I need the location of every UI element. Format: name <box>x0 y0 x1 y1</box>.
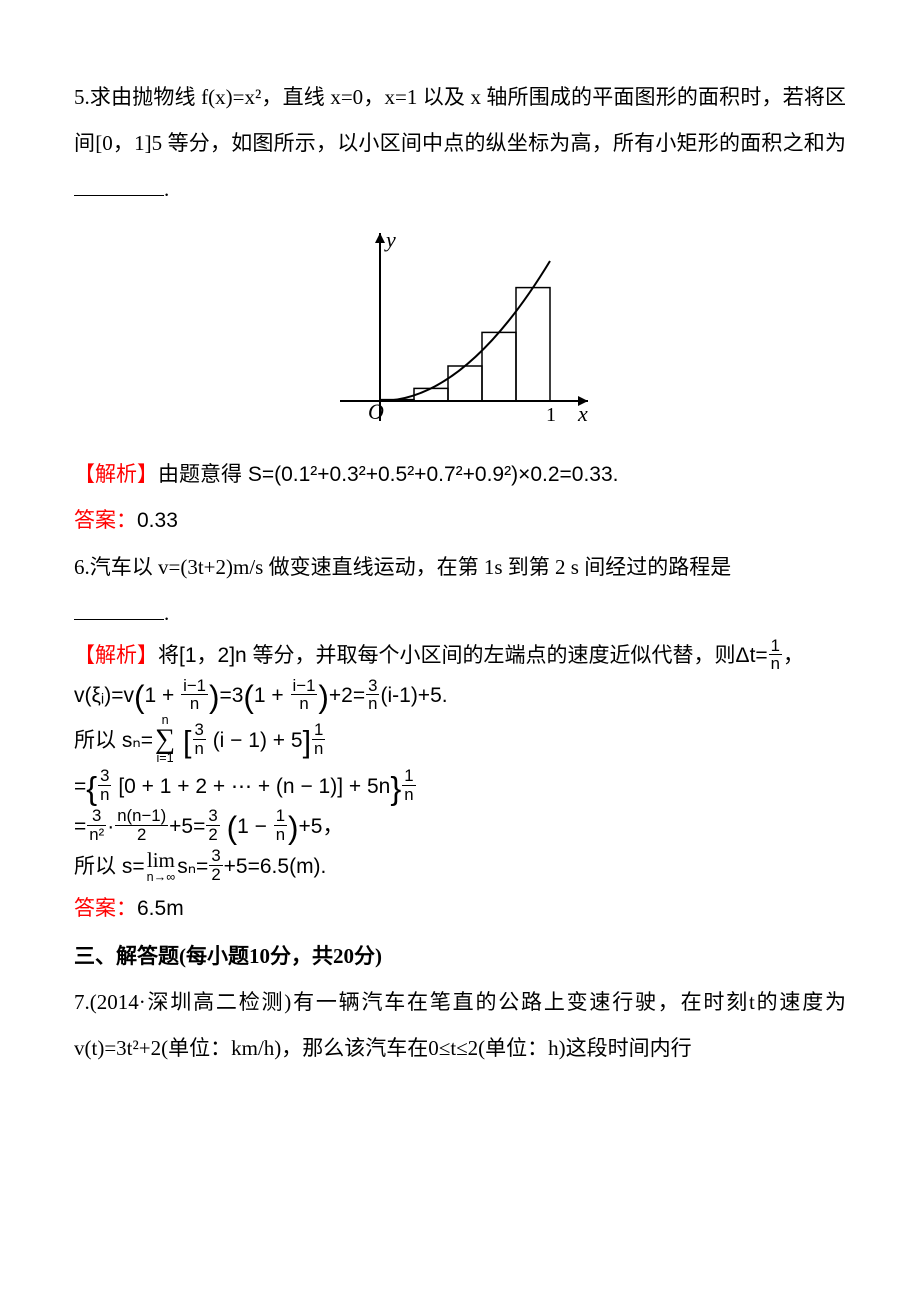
q5-figure: O y x 1 <box>74 221 846 436</box>
q6-text: 6.汽车以 v=(3t+2)m/s 做变速直线运动，在第 1s 到第 2 s 间… <box>74 544 846 590</box>
q7-text: 7.(2014·深圳高二检测)有一辆汽车在笔直的公路上变速行驶，在时刻t的速度为… <box>74 979 846 1071</box>
q5-answer: 答案：0.33 <box>74 498 846 544</box>
q5-sol-prefix: 【解析】 <box>74 463 158 486</box>
x-axis-label: x <box>577 401 588 426</box>
q6-answer: 答案：6.5m <box>74 886 846 932</box>
q6-solution: 【解析】将[1，2]n 等分，并取每个小区间的左端点的速度近似代替，则Δt=1n… <box>74 636 846 886</box>
q5-sol-text: 由题意得 S=(0.1²+0.3²+0.5²+0.7²+0.9²)×0.2=0.… <box>158 463 619 486</box>
q5-body: 5.求由抛物线 f(x)=x²，直线 x=0，x=1 以及 x 轴所围成的平面图… <box>74 85 846 155</box>
q6-blank-line: . <box>74 590 846 636</box>
q6-sol-prefix: 【解析】 <box>74 644 158 667</box>
q5-ans-text: 0.33 <box>137 509 178 532</box>
q5-blank <box>74 175 164 196</box>
section-3-heading: 三、解答题(每小题10分，共20分) <box>74 933 846 979</box>
q5-ans-prefix: 答案： <box>74 509 137 532</box>
q6-sol-line5: =3n²·n(n−1)2+5=32 (1 − 1n)+5， <box>74 807 846 847</box>
q6-sol-line4: ={3n [0 + 1 + 2 + ⋯ + (n − 1)] + 5n}1n <box>74 767 846 807</box>
riemann-figure-svg: O y x 1 <box>320 221 600 431</box>
q6-ans-text: 6.5m <box>137 897 184 920</box>
x-tick-1: 1 <box>546 404 556 426</box>
lim-icon: limn→∞ <box>147 850 176 884</box>
q5-solution: 【解析】由题意得 S=(0.1²+0.3²+0.5²+0.7²+0.9²)×0.… <box>74 452 846 498</box>
q6-sol-line3: 所以 sₙ=n∑i=1 [3n (i − 1) + 5]1n <box>74 716 846 767</box>
frac-1-n: 1n <box>769 637 782 673</box>
sigma-icon: n∑i=1 <box>155 714 175 765</box>
q6-sol-line6: 所以 s=limn→∞sₙ=32+5=6.5(m). <box>74 847 846 887</box>
q6-ans-prefix: 答案： <box>74 897 137 920</box>
q6-sol-line2: v(ξᵢ)=v(1 + i−1n)=3(1 + i−1n)+2=3n(i-1)+… <box>74 676 846 716</box>
q6-blank <box>74 599 164 620</box>
origin-label: O <box>368 399 384 424</box>
q6-sol-line1: 【解析】将[1，2]n 等分，并取每个小区间的左端点的速度近似代替，则Δt=1n… <box>74 636 846 676</box>
q6-body: 6.汽车以 v=(3t+2)m/s 做变速直线运动，在第 1s 到第 2 s 间… <box>74 555 731 579</box>
q5-text: 5.求由抛物线 f(x)=x²，直线 x=0，x=1 以及 x 轴所围成的平面图… <box>74 74 846 213</box>
y-axis-label: y <box>384 227 396 252</box>
